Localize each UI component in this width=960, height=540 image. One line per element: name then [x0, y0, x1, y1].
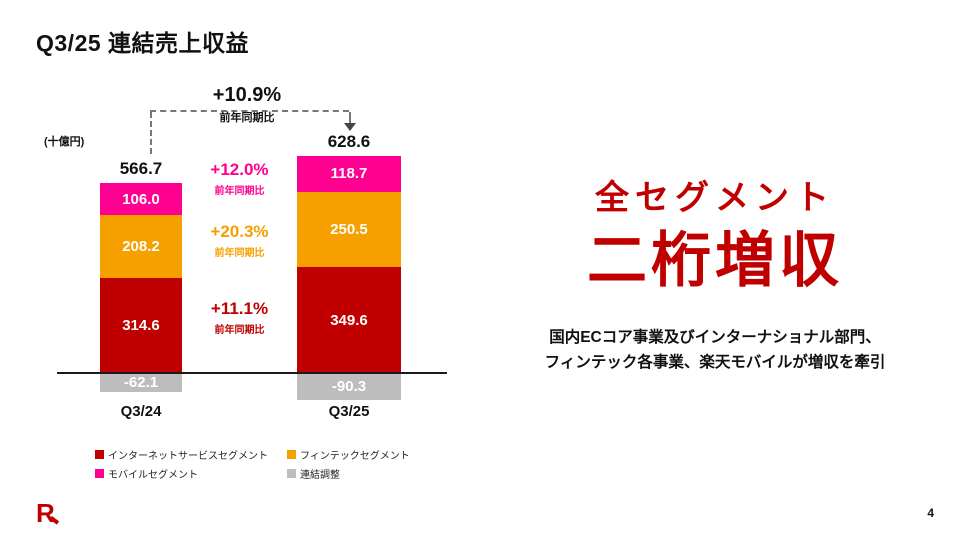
- growth-percent: +10.9%: [212, 84, 282, 106]
- growth-sublabel: 前年同期比: [214, 325, 265, 336]
- legend-label: 連結調整: [300, 470, 340, 481]
- fintech-growth-annotation: +20.3% 前年同期比: [182, 222, 297, 259]
- legend-swatch: [95, 469, 104, 478]
- bar-segment-consolidation-adjustment: -90.3: [297, 373, 401, 401]
- legend-swatch: [287, 469, 296, 478]
- legend-item-internet-services: インターネットサービスセグメント: [95, 447, 285, 462]
- segment-value-label: 106.0: [122, 190, 160, 208]
- supporting-text-line2: フィンテック各事業、楽天モバイルが増収を牽引: [544, 353, 886, 371]
- legend-item-mobile: モバイルセグメント: [95, 466, 285, 481]
- growth-percent: +12.0%: [210, 160, 269, 179]
- segment-value-label: -90.3: [331, 378, 367, 396]
- bar-total-label: 566.7: [119, 159, 163, 179]
- dashed-connector-left: [150, 112, 152, 154]
- segment-value-label: 314.6: [122, 316, 160, 334]
- bar-segment-internet-services: 314.6: [100, 277, 182, 373]
- rakuten-r-logo: R: [34, 498, 64, 528]
- supporting-text-line1: 国内ECコア事業及びインターナショナル部門、: [549, 329, 881, 346]
- bar-segment-internet-services: 349.6: [297, 267, 401, 373]
- total-growth-annotation: +10.9% 前年同期比: [184, 84, 310, 125]
- bar-segment-mobile: 106.0: [100, 183, 182, 216]
- svg-text:R: R: [36, 498, 55, 528]
- growth-sublabel: 前年同期比: [219, 112, 275, 124]
- down-arrow-icon: [344, 123, 356, 131]
- x-axis-category-label: Q3/24: [120, 403, 162, 420]
- segment-value-label: 208.2: [122, 238, 160, 256]
- segment-value-label: 250.5: [330, 221, 368, 239]
- mobile-growth-annotation: +12.0% 前年同期比: [182, 160, 297, 197]
- segment-value-label: -62.1: [123, 373, 159, 391]
- legend-item-consolidation-adjustment: 連結調整: [287, 466, 410, 481]
- legend-item-fintech: フィンテックセグメント: [287, 447, 410, 462]
- legend-label: フィンテックセグメント: [300, 451, 410, 462]
- growth-sublabel: 前年同期比: [214, 186, 265, 197]
- x-axis-category-label: Q3/25: [328, 403, 370, 420]
- bar-segment-mobile: 118.7: [297, 155, 401, 192]
- growth-percent: +20.3%: [210, 222, 269, 241]
- bar-segment-fintech: 250.5: [297, 191, 401, 268]
- x-axis-line: [57, 372, 447, 374]
- legend-swatch: [287, 450, 296, 459]
- bar-segment-fintech: 208.2: [100, 215, 182, 278]
- axis-unit-label: (十億円): [44, 136, 85, 148]
- legend-label: インターネットサービスセグメント: [108, 451, 268, 462]
- headline-all-segments: 全セグメント: [595, 179, 835, 217]
- bar-segment-consolidation-adjustment: -62.1: [100, 373, 182, 392]
- legend-label: モバイルセグメント: [108, 470, 198, 481]
- slide-title: Q3/25 連結売上収益: [36, 30, 250, 56]
- bar-total-label: 628.6: [327, 131, 371, 151]
- chart-legend: インターネットサービスセグメント フィンテックセグメントモバイルセグメント 連結調整: [95, 447, 410, 481]
- growth-percent: +11.1%: [210, 299, 269, 318]
- internet-services-growth-annotation: +11.1% 前年同期比: [182, 299, 297, 336]
- supporting-text: 国内ECコア事業及びインターナショナル部門、 フィンテック各事業、楽天モバイルが…: [480, 326, 950, 376]
- page-number: 4: [927, 506, 934, 520]
- legend-swatch: [95, 450, 104, 459]
- dashed-connector-right: [349, 112, 351, 123]
- segment-value-label: 349.6: [330, 311, 368, 329]
- dashed-connector-horizontal: [150, 110, 349, 112]
- headline-double-digit-growth: 二桁増収: [587, 227, 843, 294]
- growth-sublabel: 前年同期比: [214, 248, 265, 259]
- segment-value-label: 118.7: [330, 165, 368, 183]
